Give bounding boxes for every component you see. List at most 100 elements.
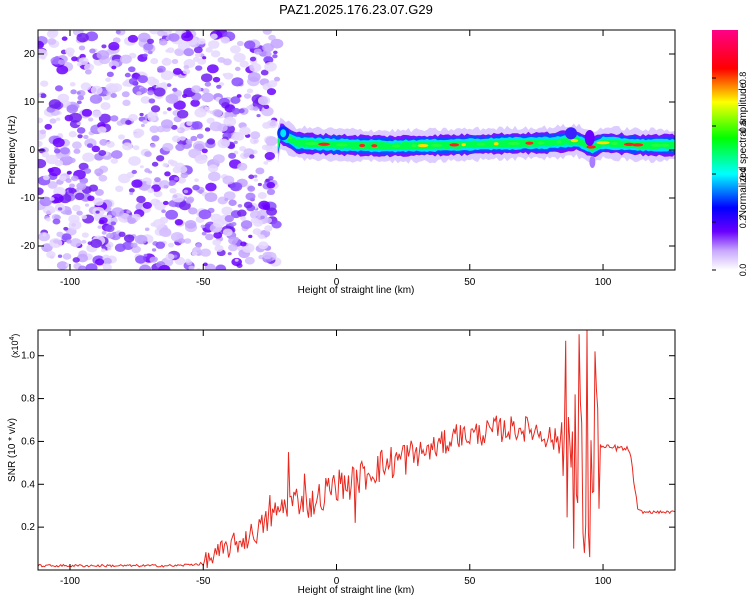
noise-blob <box>84 69 92 75</box>
snr-y-scale: (x104) <box>9 334 20 358</box>
noise-blob <box>266 181 276 189</box>
track-peak <box>305 142 319 146</box>
noise-blob <box>110 115 119 122</box>
noise-blob <box>139 264 152 270</box>
noise-blob <box>69 183 75 188</box>
noise-blob <box>191 85 202 94</box>
noise-blob <box>265 178 270 183</box>
noise-blob <box>228 152 237 159</box>
noise-blob <box>234 258 239 262</box>
noise-blob <box>209 121 223 132</box>
noise-blob <box>266 88 277 96</box>
noise-blob <box>266 207 278 216</box>
noise-blob <box>65 263 71 267</box>
noise-blob <box>135 255 147 264</box>
noise-blob <box>76 100 82 105</box>
noise-blob <box>236 40 244 47</box>
noise-blob <box>110 221 117 226</box>
noise-blob <box>83 134 89 140</box>
noise-blob <box>245 192 256 201</box>
noise-blob <box>115 185 124 192</box>
y-tick-label: -20 <box>21 241 36 252</box>
noise-blob <box>265 136 278 146</box>
snr-x-ticks: -100 -50 0 50 100 <box>60 330 612 587</box>
noise-blob <box>196 133 204 139</box>
noise-blob <box>55 117 61 121</box>
y-tick-label: 0 <box>29 145 35 156</box>
noise-blob <box>165 253 175 261</box>
noise-blob <box>252 228 262 235</box>
noise-blob <box>233 52 246 63</box>
noise-blob <box>168 181 175 187</box>
noise-blob <box>49 118 57 124</box>
noise-blob <box>217 56 226 63</box>
noise-blob <box>263 55 274 64</box>
noise-blob <box>247 185 256 192</box>
noise-blob <box>92 110 102 118</box>
noise-blob <box>119 54 132 64</box>
noise-blob <box>227 252 232 256</box>
noise-blob <box>39 196 53 207</box>
noise-blob <box>186 121 193 126</box>
spectrogram-x-ticks: -100 -50 0 50 100 <box>60 30 612 288</box>
noise-blob <box>38 93 42 98</box>
noise-blob <box>156 65 166 73</box>
noise-blob <box>80 82 92 91</box>
noise-blob <box>150 58 159 65</box>
noise-blob <box>127 34 139 43</box>
noise-blob <box>243 152 250 158</box>
noise-blob <box>202 56 207 60</box>
noise-blob <box>222 175 235 185</box>
track-blob <box>565 127 578 140</box>
noise-blob <box>156 155 165 162</box>
noise-blob <box>155 241 166 249</box>
track-blob <box>280 129 287 138</box>
noise-blob <box>234 66 241 72</box>
noise-blob <box>144 168 151 173</box>
noise-blob <box>258 200 270 210</box>
noise-blob <box>137 32 151 43</box>
noise-blob <box>168 200 176 207</box>
noise-blob <box>249 62 262 73</box>
noise-blob <box>194 52 202 58</box>
noise-blob <box>185 198 194 204</box>
noise-blob <box>81 214 88 220</box>
noise-blob <box>157 30 166 37</box>
x-tick-label: 0 <box>334 576 340 587</box>
noise-blob <box>253 48 262 55</box>
track-peak <box>417 143 429 148</box>
noise-blob <box>78 45 86 51</box>
noise-blob <box>77 134 83 139</box>
snr-y-label: SNR (10 * v/v) <box>7 418 18 482</box>
noise-blob <box>90 85 103 95</box>
noise-blob <box>164 171 171 177</box>
noise-blob <box>213 231 223 239</box>
x-tick-label: 50 <box>464 576 476 587</box>
noise-blob <box>183 189 189 194</box>
noise-blob <box>188 207 198 215</box>
noise-blob <box>63 226 69 231</box>
noise-blob <box>137 75 148 84</box>
noise-blob <box>263 161 269 165</box>
noise-blob <box>98 150 107 156</box>
noise-blob <box>136 91 142 96</box>
snr-x-label: Height of straight line (km) <box>298 585 415 596</box>
noise-blob <box>185 139 193 145</box>
noise-blob <box>151 78 160 85</box>
noise-blob <box>158 180 170 189</box>
noise-blob <box>205 233 214 241</box>
noise-blob <box>125 120 132 125</box>
noise-blob <box>38 140 43 148</box>
track-peak <box>631 143 644 147</box>
noise-blob <box>52 218 61 225</box>
noise-blob <box>154 177 161 183</box>
noise-blob <box>147 50 153 55</box>
y-tick-label: 0.4 <box>21 479 35 490</box>
noise-blob <box>140 123 145 127</box>
noise-blob <box>82 152 95 162</box>
colorbar-ticks: 0.0 0.2 0.4 0.6 0.8 <box>712 72 748 276</box>
track-peak <box>493 142 499 146</box>
noise-blob <box>45 217 51 222</box>
noise-blob <box>128 188 135 193</box>
noise-blob <box>83 168 92 174</box>
